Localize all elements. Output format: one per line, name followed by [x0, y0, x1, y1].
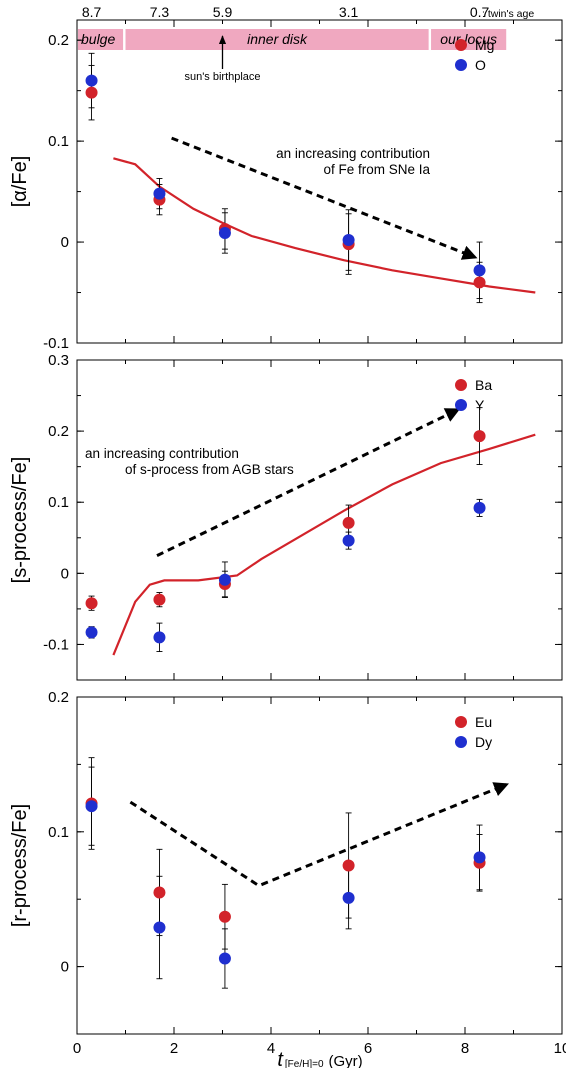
y-tick-label: 0 — [61, 234, 69, 251]
x-tick-label: 6 — [364, 1040, 372, 1057]
top-age-band: 8.7 7.3 5.9 3.1 0.7: twin's age bulge inner di… — [78, 4, 534, 83]
data-point-y — [153, 631, 166, 644]
x-tick-label: 10 — [554, 1040, 566, 1057]
x-axis-label-sub: [Fe/H]=0 — [285, 1059, 324, 1068]
y-tick-label: 0.2 — [48, 423, 69, 440]
data-point-o — [85, 74, 98, 87]
region-label: bulge — [81, 31, 115, 47]
legend-marker — [455, 59, 467, 71]
age-label: 7.3 — [150, 4, 170, 20]
y-axis-label: [s-process/Fe] — [9, 457, 31, 584]
data-point-o — [342, 234, 355, 247]
age-label: 8.7 — [82, 4, 102, 20]
y-tick-label: 0 — [61, 959, 69, 976]
x-axis-label-unit: (Gyr) — [329, 1053, 363, 1068]
data-point-mg — [473, 276, 486, 289]
data-point-ba — [342, 516, 355, 529]
legend-marker — [455, 736, 467, 748]
y-axis-label: [r-process/Fe] — [9, 804, 31, 927]
region-label: our locus — [440, 31, 497, 47]
panel-r: 0 0.1 0.2 [r-process/Fe] Eu Dy — [9, 689, 563, 1035]
legend-label: Dy — [475, 734, 492, 750]
annotation-text: an increasing contribution — [85, 446, 239, 461]
x-tick-label: 0 — [73, 1040, 81, 1057]
legend-marker — [455, 399, 467, 411]
y-tick-label: 0.2 — [48, 32, 69, 49]
panel-alpha: -0.1 0 0.1 0.2 [α/Fe] an increasing contribut… — [9, 19, 563, 352]
x-axis: 0 2 4 6 8 10 t[Fe/H]=0 (Gyr) — [73, 1040, 566, 1068]
y-axis-label: [α/Fe] — [9, 156, 31, 208]
x-tick-label: 4 — [267, 1040, 275, 1057]
trend-arrow — [171, 136, 478, 260]
data-point-dy — [342, 891, 355, 904]
age-label: 5.9 — [213, 4, 233, 20]
y-tick-label: 0.1 — [48, 824, 69, 841]
legend-label: Y — [475, 397, 485, 413]
legend-marker — [455, 716, 467, 728]
plot-frame — [76, 19, 563, 344]
age-caption: : twin's age — [482, 8, 534, 20]
data-point-y — [85, 626, 98, 639]
region-band — [78, 29, 124, 50]
y-tick-label: 0.3 — [48, 352, 69, 369]
data-point-eu — [218, 910, 231, 923]
region-label: inner disk — [247, 31, 308, 47]
legend-label: Ba — [475, 377, 492, 393]
legend-marker — [455, 379, 467, 391]
annotation-text: an increasing contribution — [276, 146, 430, 161]
region-band — [431, 29, 507, 50]
annotation-text: of Fe from SNe Ia — [323, 162, 430, 177]
model-curve — [112, 433, 536, 656]
y-tick-label: 0 — [61, 565, 69, 582]
data-point-o — [153, 187, 166, 200]
age-label: 3.1 — [339, 4, 359, 20]
data-point-o — [473, 264, 486, 277]
panel-s: -0.1 0 0.1 0.2 0.3 [s-process/Fe] an increasin… — [9, 352, 563, 681]
y-tick-label: -0.1 — [43, 636, 69, 653]
data-point-y — [218, 573, 231, 586]
x-tick-label: 8 — [461, 1040, 469, 1057]
legend-label: Eu — [475, 714, 492, 730]
trend-arrow — [156, 408, 461, 557]
data-point-dy — [473, 851, 486, 864]
panels: -0.1 0 0.1 0.2 [α/Fe] an increasing contribut… — [9, 19, 563, 1035]
region-band — [125, 29, 429, 50]
data-point-y — [473, 501, 486, 514]
x-tick-label: 2 — [170, 1040, 178, 1057]
trend-arrow — [129, 782, 509, 888]
plot-frame — [76, 359, 563, 681]
data-point-ba — [153, 593, 166, 606]
data-point-dy — [153, 921, 166, 934]
legend-label: Mg — [475, 37, 494, 53]
data-point-o — [218, 226, 231, 239]
age-label: 0.7 — [470, 4, 490, 20]
data-point-eu — [342, 859, 355, 872]
y-tick-label: 0.1 — [48, 494, 69, 511]
legend-marker — [455, 39, 467, 51]
y-tick-label: 0.2 — [48, 689, 69, 706]
y-tick-label: 0.1 — [48, 133, 69, 150]
birthplace-label: sun's birthplace — [184, 71, 260, 83]
legend-label: O — [475, 57, 486, 73]
data-point-ba — [85, 597, 98, 610]
y-tick-label: -0.1 — [43, 335, 69, 352]
annotation-text: of s-process from AGB stars — [125, 462, 294, 477]
data-point-ba — [473, 430, 486, 443]
data-point-mg — [85, 86, 98, 99]
x-axis-label: t [Fe/H]=0 (Gyr) — [277, 1049, 362, 1068]
data-point-dy — [218, 952, 231, 965]
data-point-eu — [153, 886, 166, 899]
model-curve — [113, 157, 536, 294]
data-point-y — [342, 534, 355, 547]
x-axis-label-t: t — [277, 1049, 284, 1068]
data-point-dy — [85, 800, 98, 813]
